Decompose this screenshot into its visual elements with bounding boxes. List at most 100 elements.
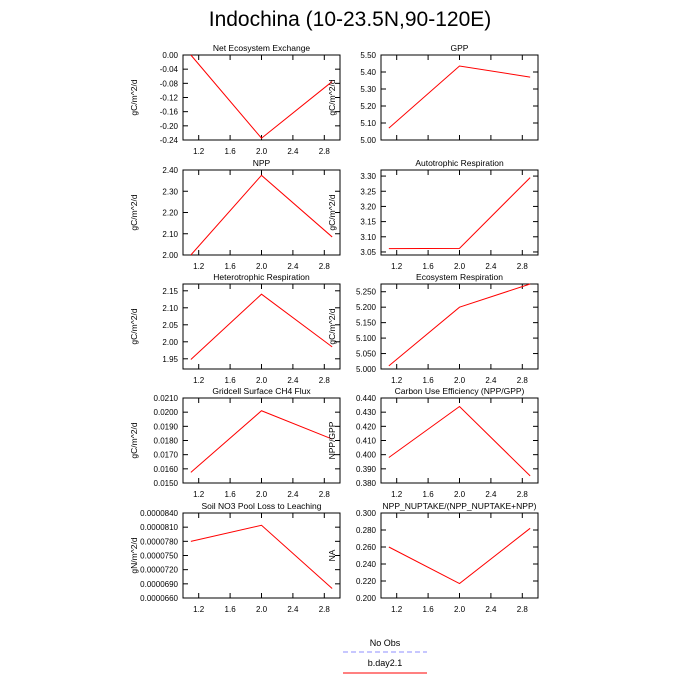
- panel-8-ylabel: NPP/GPP: [327, 421, 337, 459]
- panel-3-ytick-label: 2.30: [162, 187, 178, 196]
- panel-10-ytick-label: 0.240: [356, 560, 377, 569]
- panel-10-xtick-label: 2.4: [485, 605, 497, 614]
- panel-7-ytick-label: 0.0210: [154, 394, 179, 403]
- panel-9-ytick-label: 0.0000720: [140, 566, 178, 575]
- panel-3-xtick-label: 1.6: [225, 262, 237, 271]
- panel-7-ytick-label: 0.0200: [154, 408, 179, 417]
- panel-4-xtick-label: 1.6: [423, 262, 435, 271]
- panel-8-xtick-label: 2.8: [517, 490, 529, 499]
- panel-4-xtick-label: 1.2: [391, 262, 403, 271]
- panel-8-ytick-label: 0.420: [356, 422, 377, 431]
- panel-10-xtick-label: 2.0: [454, 605, 466, 614]
- panel-10-xtick-label: 1.2: [391, 605, 403, 614]
- panel-5-series-line: [190, 293, 333, 360]
- panel-6-ytick-label: 5.000: [356, 365, 377, 374]
- panel-3-frame: [182, 169, 341, 256]
- panel-10-ytick-label: 0.280: [356, 526, 377, 535]
- panel-2-series-line: [388, 65, 531, 129]
- panel-4-frame: [380, 169, 539, 256]
- panel-8-xtick-label: 1.6: [423, 490, 435, 499]
- panel-8-ytick-label: 0.410: [356, 437, 377, 446]
- panel-6-ytick-label: 5.050: [356, 350, 377, 359]
- panel-4-ylabel: gC/m^2/d: [327, 194, 337, 230]
- panel-3-xtick-label: 2.4: [287, 262, 299, 271]
- panel-5-xtick-label: 2.0: [256, 376, 268, 385]
- panel-3-ytick-label: 2.40: [162, 166, 178, 175]
- panel-5-xtick-label: 1.6: [225, 376, 237, 385]
- panel-1-xtick-label: 2.8: [319, 147, 331, 156]
- panel-10-ytick-label: 0.260: [356, 543, 377, 552]
- panel-3-ytick-label: 2.00: [162, 251, 178, 260]
- panel-1-ytick-label: -0.08: [160, 79, 179, 88]
- panel-8-series-line: [388, 405, 531, 477]
- legend-label-b-day2-1: b.day2.1: [368, 658, 403, 668]
- panel-2-ytick-label: 5.30: [360, 85, 376, 94]
- panel-5-ytick-label: 2.15: [162, 287, 178, 296]
- panel-7-ytick-label: 0.0150: [154, 479, 179, 488]
- panel-6-ytick-label: 5.250: [356, 288, 377, 297]
- panel-9-title: Soil NO3 Pool Loss to Leaching: [201, 501, 321, 511]
- panel-9-ytick-label: 0.0000690: [140, 580, 178, 589]
- panel-4-title: Autotrophic Respiration: [415, 158, 504, 168]
- panel-3-series-line: [190, 174, 333, 256]
- panel-7-ytick-label: 0.0180: [154, 437, 179, 446]
- panel-4-ytick-label: 3.30: [360, 172, 376, 181]
- panel-7-xtick-label: 2.0: [256, 490, 268, 499]
- panel-3-xtick-label: 2.8: [319, 262, 331, 271]
- panel-6-xtick-label: 2.0: [454, 376, 466, 385]
- panel-4-ytick-label: 3.15: [360, 218, 376, 227]
- panel-10-series-line: [388, 527, 531, 585]
- panel-2-ytick-label: 5.10: [360, 119, 376, 128]
- panel-8-ytick-label: 0.400: [356, 451, 377, 460]
- panel-6-ylabel: gC/m^2/d: [327, 308, 337, 344]
- panel-6-xtick-label: 1.6: [423, 376, 435, 385]
- panel-5-ytick-label: 1.95: [162, 355, 178, 364]
- panel-10-title: NPP_NUPTAKE/(NPP_NUPTAKE+NPP): [383, 501, 537, 511]
- panel-1-ytick-label: 0.00: [162, 51, 178, 60]
- panel-2-ytick-label: 5.20: [360, 102, 376, 111]
- panel-5-ytick-label: 2.10: [162, 304, 178, 313]
- panel-4-xtick-label: 2.0: [454, 262, 466, 271]
- panel-7-xtick-label: 1.6: [225, 490, 237, 499]
- panel-3-ylabel: gC/m^2/d: [129, 194, 139, 230]
- panel-9-ylabel: gN/m^2/d: [129, 537, 139, 573]
- panel-2-ytick-label: 5.50: [360, 51, 376, 60]
- panel-4-ytick-label: 3.20: [360, 202, 376, 211]
- panel-1-xtick-label: 1.2: [193, 147, 205, 156]
- panel-9-ytick-label: 0.0000660: [140, 594, 178, 603]
- panel-10-ytick-label: 0.300: [356, 509, 377, 518]
- panel-4-ytick-label: 3.10: [360, 233, 376, 242]
- panel-2-ylabel: gC/m^2/d: [327, 79, 337, 115]
- panel-6-ytick-label: 5.200: [356, 303, 377, 312]
- panel-3-xtick-label: 2.0: [256, 262, 268, 271]
- panel-10-xtick-label: 1.6: [423, 605, 435, 614]
- panel-8-ytick-label: 0.430: [356, 408, 377, 417]
- panel-5-frame: [182, 283, 341, 370]
- panel-3-xtick-label: 1.2: [193, 262, 205, 271]
- panel-1-ytick-label: -0.20: [160, 122, 179, 131]
- panel-5-xtick-label: 2.4: [287, 376, 299, 385]
- panel-7-series-line: [190, 410, 333, 473]
- panel-6-title: Ecosystem Respiration: [416, 272, 503, 282]
- panel-7-title: Gridcell Surface CH4 Flux: [212, 386, 311, 396]
- panel-10-ytick-label: 0.220: [356, 577, 377, 586]
- panel-1-ytick-label: -0.16: [160, 108, 179, 117]
- panel-8-xtick-label: 2.0: [454, 490, 466, 499]
- legend-label-no-obs: No Obs: [370, 638, 401, 648]
- panel-1-xtick-label: 2.0: [256, 147, 268, 156]
- panel-5-xtick-label: 2.8: [319, 376, 331, 385]
- panel-6-series-line: [388, 283, 531, 367]
- panel-7-ylabel: gC/m^2/d: [129, 422, 139, 458]
- panel-7-xtick-label: 2.4: [287, 490, 299, 499]
- panel-1-ylabel: gC/m^2/d: [129, 79, 139, 115]
- panel-5-ytick-label: 2.05: [162, 321, 178, 330]
- panel-9-xtick-label: 2.4: [287, 605, 299, 614]
- panel-3-ytick-label: 2.20: [162, 209, 178, 218]
- panel-7-xtick-label: 1.2: [193, 490, 205, 499]
- panel-3-title: NPP: [253, 158, 271, 168]
- panel-5-ytick-label: 2.00: [162, 338, 178, 347]
- panel-7-ytick-label: 0.0160: [154, 465, 179, 474]
- panel-5-xtick-label: 1.2: [193, 376, 205, 385]
- panel-8-frame: [380, 397, 539, 484]
